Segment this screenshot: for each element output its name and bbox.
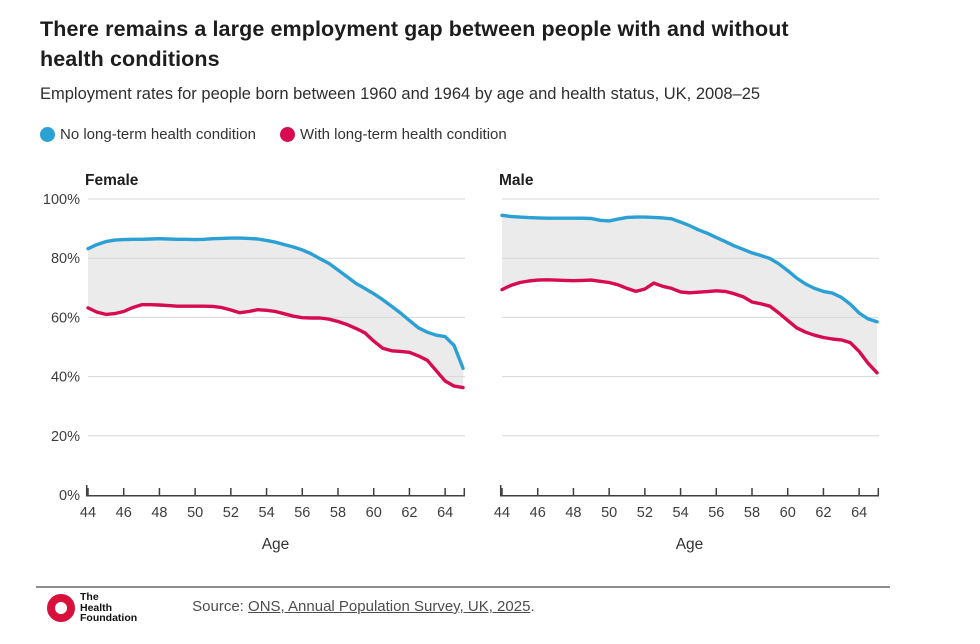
logo-text: The Health Foundation [80, 591, 138, 624]
y-tick-label: 60% [51, 310, 80, 326]
x-tick-label: 52 [637, 505, 653, 521]
y-tick-label: 80% [51, 251, 80, 267]
x-tick-label: 44 [80, 505, 96, 521]
no-condition-line-female [86, 236, 465, 371]
x-axis-label: Age [676, 536, 704, 553]
legend-label-with-condition: With long-term health condition [299, 125, 507, 143]
x-tick-label: 64 [437, 505, 453, 521]
x-tick-label: 50 [601, 505, 617, 521]
x-tick-label: 46 [116, 505, 132, 521]
legend-item-with-condition: With long-term health condition [279, 125, 507, 143]
red-dot-icon [279, 126, 295, 142]
footer: The Health Foundation Source: ONS, Annua… [47, 592, 535, 624]
page-title-line-2: health conditions [40, 47, 220, 71]
chart-subtitle: Employment rates for people born between… [40, 85, 761, 103]
x-tick-label: 52 [223, 505, 239, 521]
x-tick-label: 62 [815, 505, 831, 521]
x-axis-label: Age [262, 536, 290, 553]
x-tick-label: 60 [780, 505, 796, 521]
y-tick-label: 100% [43, 192, 80, 208]
x-tick-label: 56 [708, 505, 724, 521]
health-foundation-logo: The Health Foundation [47, 592, 137, 624]
chart-header: There remains a large employment gap bet… [0, 0, 980, 105]
x-tick-label: 60 [366, 505, 382, 521]
with-condition-line-female [86, 302, 465, 390]
x-tick-label: 50 [187, 505, 203, 521]
footer-divider [36, 586, 890, 588]
source-link[interactable]: ONS, Annual Population Survey, UK, 2025 [248, 598, 531, 615]
x-tick-label: 48 [565, 505, 581, 521]
page-title: There remains a large employment gap bet… [40, 14, 940, 74]
x-tick-label: 58 [744, 505, 760, 521]
page-title-line-1: There remains a large employment gap bet… [40, 17, 789, 41]
source-prefix: Source: [192, 598, 249, 615]
chart-legend: No long-term health condition With long-… [40, 125, 940, 143]
with-condition-line-male [500, 278, 879, 375]
source-note: Source: ONS, Annual Population Survey, U… [192, 598, 534, 615]
y-tick-label: 0% [59, 488, 80, 504]
source-suffix: . [530, 598, 535, 615]
legend-label-no-condition: No long-term health condition [60, 125, 256, 143]
no-condition-line-male [500, 213, 879, 324]
x-tick-label: 44 [494, 505, 510, 521]
panel-title-female: Female [85, 172, 139, 189]
x-tick-label: 54 [673, 505, 689, 521]
gap-band [88, 238, 463, 388]
x-tick-label: 46 [530, 505, 546, 521]
charts-area: 44 46 48 50 52 54 56 58 60 62 64 0% 20% 40% 60% 80% 100%… [36, 159, 980, 559]
x-tick-label: 56 [294, 505, 310, 521]
x-tick-label: 48 [151, 505, 167, 521]
blue-dot-icon [40, 126, 55, 142]
gap-band [502, 215, 877, 373]
x-tick-label: 54 [259, 505, 275, 521]
y-tick-label: 40% [51, 370, 80, 386]
legend-item-no-condition: No long-term health condition [40, 126, 256, 143]
y-tick-label: 20% [51, 429, 80, 445]
logo-ring-icon [47, 593, 75, 622]
employment-line-charts: 44 46 48 50 52 54 56 58 60 62 64 0% 20% 40% 60% 80% 100%… [43, 172, 880, 553]
x-tick-label: 64 [851, 505, 867, 521]
x-tick-label: 62 [401, 505, 417, 521]
x-tick-label: 58 [330, 505, 346, 521]
panel-title-male: Male [499, 172, 534, 189]
